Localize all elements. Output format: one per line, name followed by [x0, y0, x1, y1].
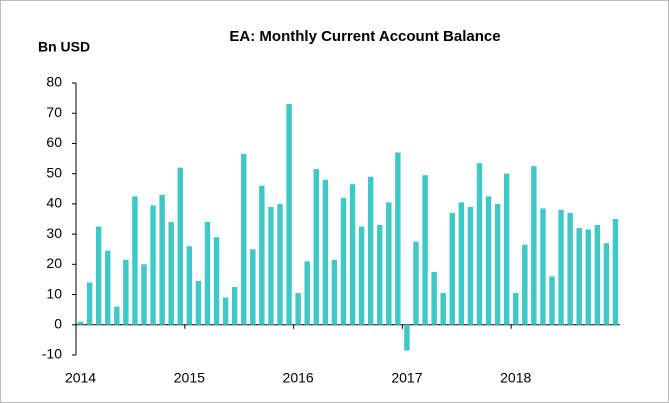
bar — [377, 225, 383, 325]
x-tick-label: 2017 — [391, 370, 422, 386]
bar — [159, 194, 165, 325]
chart-title: EA: Monthly Current Account Balance — [229, 28, 500, 45]
bar — [213, 237, 220, 325]
bar — [603, 243, 610, 325]
bar — [395, 152, 401, 325]
bar — [313, 169, 319, 325]
bar — [522, 244, 528, 325]
bar — [404, 324, 410, 351]
bar — [168, 222, 174, 325]
bar — [231, 287, 238, 325]
bar — [331, 259, 338, 325]
bar — [358, 226, 365, 325]
bar — [513, 293, 519, 325]
bar — [204, 222, 211, 325]
bar — [386, 202, 392, 325]
bar — [449, 212, 455, 325]
bar — [485, 196, 492, 325]
bar — [95, 226, 102, 325]
bar — [422, 175, 428, 325]
bar — [286, 104, 292, 325]
y-tick-label: 80 — [46, 74, 62, 90]
bar — [150, 205, 156, 325]
y-tick-label: 50 — [46, 164, 62, 180]
bar — [241, 154, 247, 325]
bar — [186, 246, 193, 325]
bar — [585, 229, 591, 325]
bar — [86, 282, 93, 325]
bar — [440, 293, 446, 325]
bar — [268, 206, 274, 325]
bar — [132, 196, 138, 325]
bar — [222, 297, 229, 325]
bar — [340, 197, 347, 325]
bar — [494, 203, 501, 325]
bar — [277, 203, 283, 325]
bar — [576, 228, 582, 325]
bar — [567, 212, 573, 325]
bar — [367, 176, 374, 325]
bar — [612, 219, 619, 325]
y-tick-label: 70 — [46, 104, 62, 120]
bar — [114, 306, 120, 325]
x-tick-label: 2015 — [174, 370, 205, 386]
bar — [503, 173, 510, 325]
x-tick-label: 2016 — [283, 370, 314, 386]
y-tick-label: 40 — [46, 195, 62, 211]
bar — [77, 321, 84, 325]
bar — [467, 206, 474, 325]
bar — [105, 250, 111, 325]
y-tick-label: 0 — [54, 315, 62, 331]
bar — [195, 280, 202, 325]
bar — [413, 241, 419, 325]
bar — [594, 225, 601, 325]
y-tick-label: -10 — [42, 346, 62, 362]
bar — [295, 293, 301, 325]
y-axis-label: Bn USD — [38, 39, 90, 55]
bar — [322, 179, 329, 325]
y-tick-label: 20 — [46, 255, 62, 271]
bar — [549, 276, 555, 325]
x-tick-label: 2014 — [65, 370, 96, 386]
bar — [431, 271, 437, 325]
bar — [250, 249, 256, 325]
bar — [304, 261, 310, 325]
x-tick-label: 2018 — [500, 370, 531, 386]
bar — [123, 259, 129, 325]
bar — [259, 185, 265, 325]
bar — [531, 166, 537, 325]
bar — [558, 209, 564, 325]
bar — [540, 208, 546, 325]
y-tick-label: 30 — [46, 225, 62, 241]
bar — [458, 202, 465, 325]
bar — [476, 163, 483, 325]
y-tick-label: 10 — [46, 285, 62, 301]
bar — [141, 264, 147, 325]
y-tick-label: 60 — [46, 134, 62, 150]
bar — [177, 167, 183, 325]
bar — [349, 184, 356, 325]
